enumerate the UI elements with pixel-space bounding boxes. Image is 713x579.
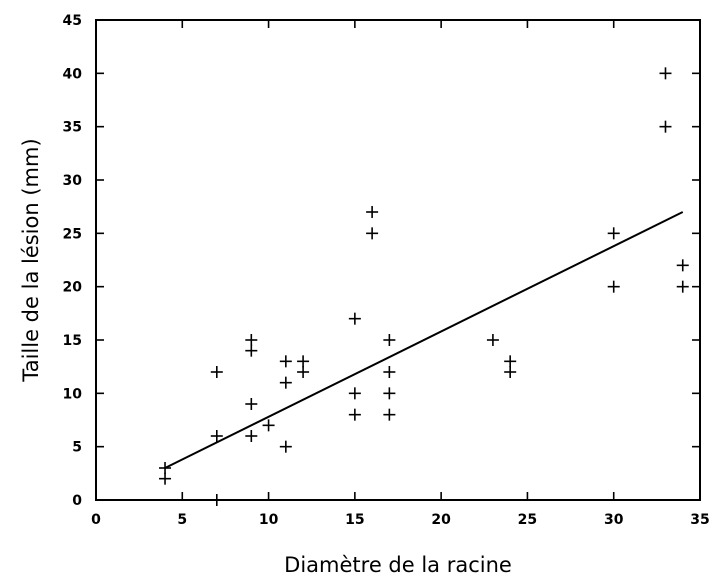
data-point	[245, 344, 258, 357]
data-point	[383, 334, 396, 346]
data-points	[159, 67, 689, 506]
data-point	[262, 419, 275, 432]
x-tick-label: 5	[177, 512, 187, 528]
data-point	[210, 430, 223, 442]
y-tick-label: 25	[63, 226, 82, 242]
data-point	[245, 398, 258, 410]
data-point	[383, 387, 396, 400]
data-point	[159, 472, 172, 485]
data-point	[210, 366, 223, 378]
data-point	[348, 387, 361, 400]
data-point	[297, 366, 310, 378]
regression-line	[164, 211, 684, 469]
data-point	[348, 312, 361, 325]
tick-labels: 0 5 10 15 20 25 30 35 0 5 10 15 20 25 30 35 40 45	[63, 13, 710, 528]
data-point	[348, 408, 361, 421]
x-tick-label: 30	[604, 512, 624, 528]
tick-marks	[95, 19, 701, 501]
x-tick-label: 0	[91, 512, 101, 528]
data-point	[279, 355, 292, 368]
data-point	[676, 259, 689, 272]
data-point	[486, 334, 499, 346]
x-tick-label: 35	[690, 512, 709, 528]
data-point	[245, 430, 258, 442]
x-axis-label: Diamètre de la racine	[284, 553, 512, 577]
regression-layer	[164, 211, 684, 469]
y-tick-label: 10	[63, 386, 83, 402]
y-tick-label: 45	[63, 13, 82, 29]
data-point	[159, 462, 172, 474]
data-point	[659, 67, 672, 80]
x-tick-label: 10	[259, 512, 279, 528]
y-tick-label: 15	[63, 333, 82, 349]
data-point	[383, 366, 396, 378]
y-tick-label: 20	[63, 280, 83, 296]
y-tick-label: 30	[63, 173, 83, 189]
data-point	[676, 280, 689, 293]
y-tick-label: 0	[72, 493, 82, 509]
y-axis-label: Taille de la lésion (mm)	[19, 138, 43, 382]
data-point	[279, 376, 292, 389]
y-tick-label: 35	[63, 120, 82, 136]
data-point	[607, 280, 620, 293]
x-tick-label: 15	[345, 512, 364, 528]
x-tick-label: 25	[518, 512, 537, 528]
data-point	[279, 440, 292, 453]
data-point	[245, 334, 258, 346]
data-point	[297, 355, 310, 368]
data-point	[366, 206, 379, 218]
data-point	[607, 227, 620, 240]
data-point	[659, 120, 672, 133]
data-point	[504, 366, 517, 378]
data-point	[383, 408, 396, 421]
y-tick-label: 40	[63, 66, 83, 82]
y-tick-label: 5	[72, 440, 82, 456]
x-tick-label: 20	[431, 512, 451, 528]
data-point	[504, 355, 517, 368]
data-point	[366, 227, 379, 240]
plot-frame	[95, 19, 701, 501]
